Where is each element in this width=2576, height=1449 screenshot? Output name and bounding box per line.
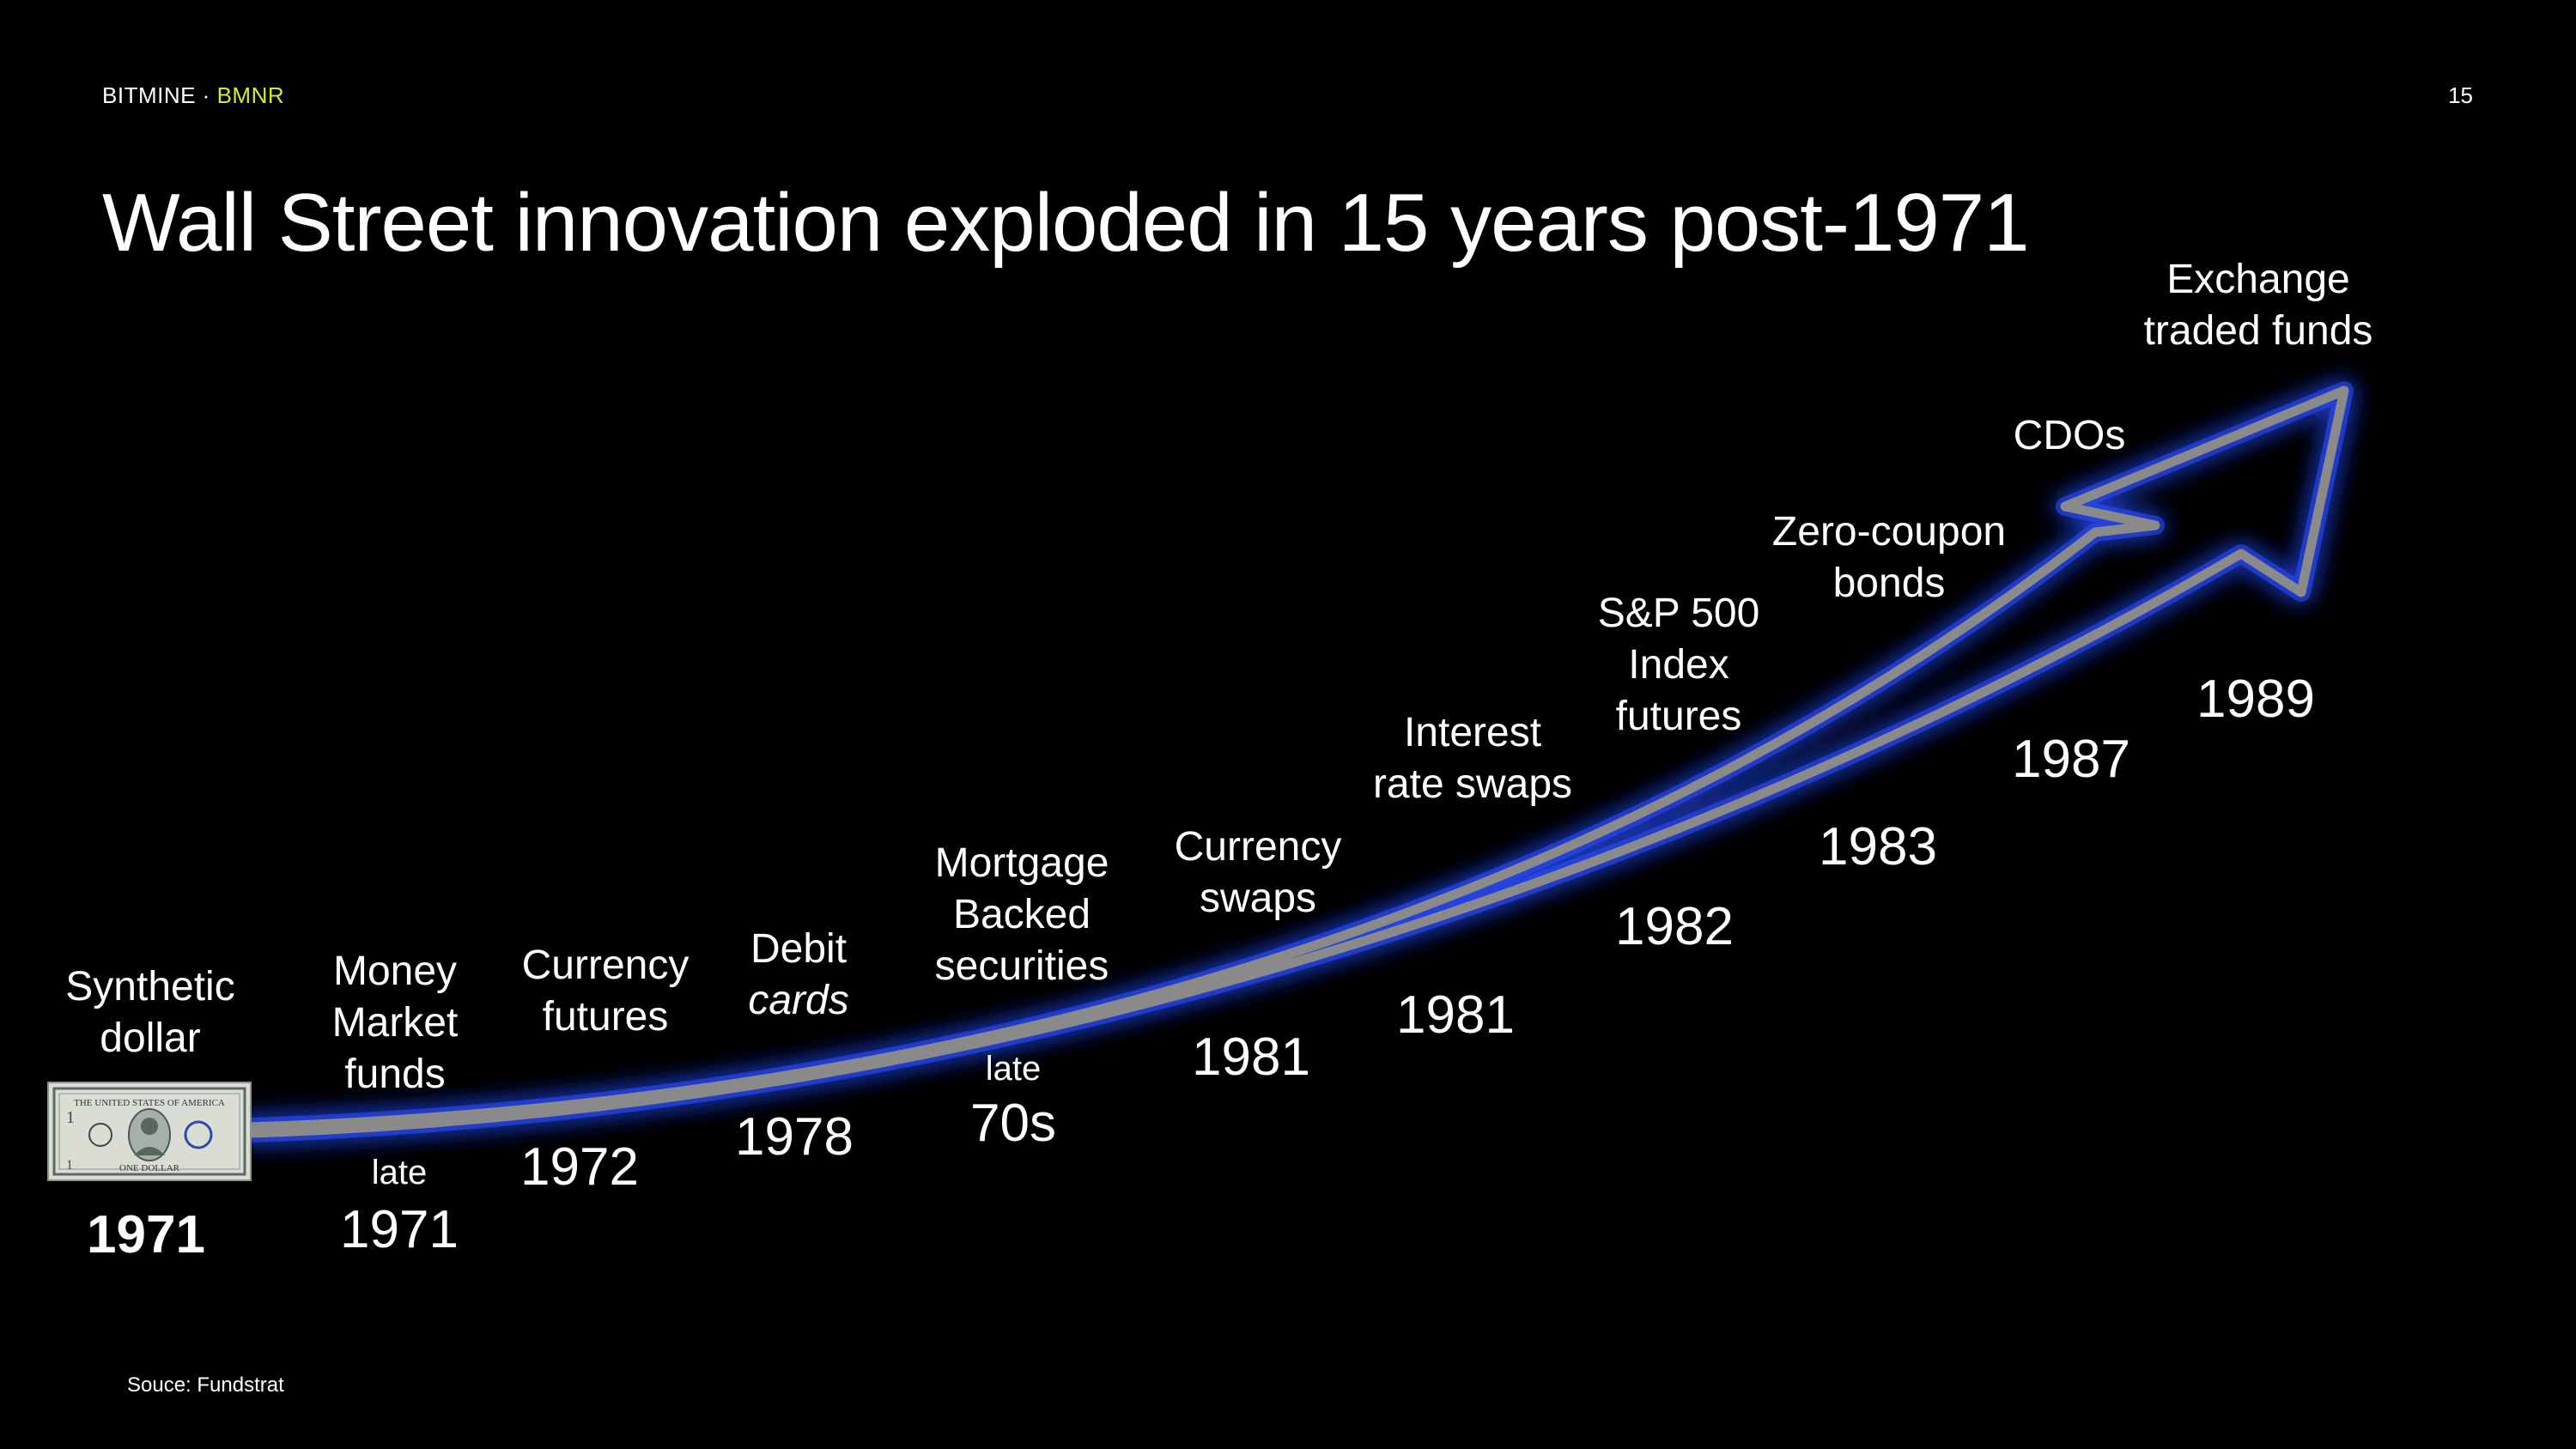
milestone-label-debit-cards: Debit cards [748,926,849,1023]
milestone-label-zero-coupon-bonds: Zero-coupon bonds [1771,509,2007,606]
milestone-label-currency-swaps: Currency swaps [1174,824,1342,921]
brand-header: BITMINE · BMNR [102,82,284,109]
milestone-label-interest-rate-swaps: Interest rate swaps [1372,710,1573,807]
milestone-year-cdos: 1987 [2012,730,2130,789]
milestone-year-synthetic-dollar: 1971 [87,1205,205,1264]
bill-denomination-bottom: 1 [66,1158,73,1173]
milestone-label-synthetic-dollar: Synthetic dollar [65,964,235,1061]
brand-name: BITMINE [102,82,196,108]
milestone-year-debit-cards: 1978 [735,1107,854,1167]
milestone-year-exchange-traded-funds: 1989 [2196,670,2315,729]
milestone-year-mortgage-backed-securities: 70s [970,1094,1056,1153]
milestone-label-money-market-funds: Money Market funds [331,949,459,1097]
brand-separator: · [195,82,217,108]
milestone-year-money-market-funds: 1971 [340,1200,459,1259]
milestone-label-sp500-index-futures: S&P 500 Index futures [1597,591,1760,739]
milestone-label-cdos: CDOs [2013,413,2126,458]
source-note: Souce: Fundstrat [127,1373,284,1397]
milestone-prefix-money-market-funds: late [371,1154,428,1191]
milestone-year-currency-swaps: 1981 [1192,1028,1310,1087]
milestone-year-currency-futures: 1972 [520,1137,639,1197]
page-number: 15 [2448,82,2473,108]
milestone-year-interest-rate-swaps: 1981 [1396,985,1515,1045]
page-title: Wall Street innovation exploded in 15 ye… [102,177,2029,269]
milestone-year-sp500-index-futures: 1982 [1615,897,1734,956]
arrow-outline [244,385,2349,1138]
bill-footer-text: ONE DOLLAR [119,1163,180,1173]
milestone-year-zero-coupon-bonds: 1983 [1819,817,1937,876]
brand-ticker: BMNR [216,82,285,108]
milestone-label-currency-futures: Currency futures [521,943,690,1040]
milestone-prefix-mortgage-backed-securities: late [985,1050,1042,1088]
dollar-bill-icon: THE UNITED STATES OF AMERICA 1 1 ONE DOL… [47,1082,252,1181]
bill-denomination-top: 1 [66,1108,75,1127]
milestone-label-exchange-traded-funds: Exchange traded funds [2143,257,2373,354]
bill-header-text: THE UNITED STATES OF AMERICA [74,1098,225,1108]
milestone-label-mortgage-backed-securities: Mortgage Backed securities [934,840,1109,989]
